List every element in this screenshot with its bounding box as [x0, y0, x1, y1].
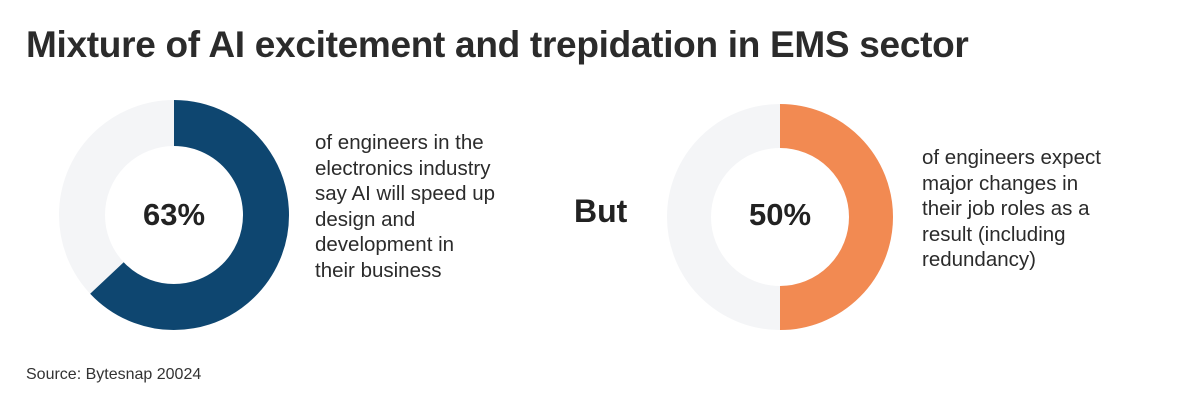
donut-1-description-line: say AI will speed up [315, 182, 496, 205]
donut-1-description-line: of engineers in the [315, 131, 484, 154]
donut-1 [59, 100, 289, 330]
donut-1-description-line: their business [315, 258, 442, 282]
donut-2-description-line: major changes in [922, 171, 1079, 195]
donut-1-description-line: electronics industry [315, 156, 491, 180]
donut-1-value-arc [90, 100, 289, 330]
donut-1-description: of engineers in the electronics industry… [315, 130, 555, 283]
donut-1-percentage-label: 63% [142, 197, 206, 232]
donut-2-description-line: result (including [922, 222, 1066, 246]
donut-2-description-line: of engineers expect [922, 146, 1101, 169]
donut-2-value-arc [779, 104, 893, 330]
donut-2-description-line: their job roles as a [922, 197, 1090, 220]
source-note: Source: Bytesnap 20024 [26, 366, 202, 383]
donut-1-description-line: design and [315, 207, 416, 231]
donut-2-description-line: redundancy) [922, 248, 1036, 271]
donut-2-description: of engineers expect major changes in the… [922, 145, 1162, 273]
donut-2-percentage-label: 50% [748, 197, 812, 232]
donut-1-description-line: development in [315, 233, 455, 256]
chart-title: Mixture of AI excitement and trepidation… [26, 24, 969, 65]
donut-2 [667, 104, 893, 330]
connector-text: But [574, 193, 628, 229]
